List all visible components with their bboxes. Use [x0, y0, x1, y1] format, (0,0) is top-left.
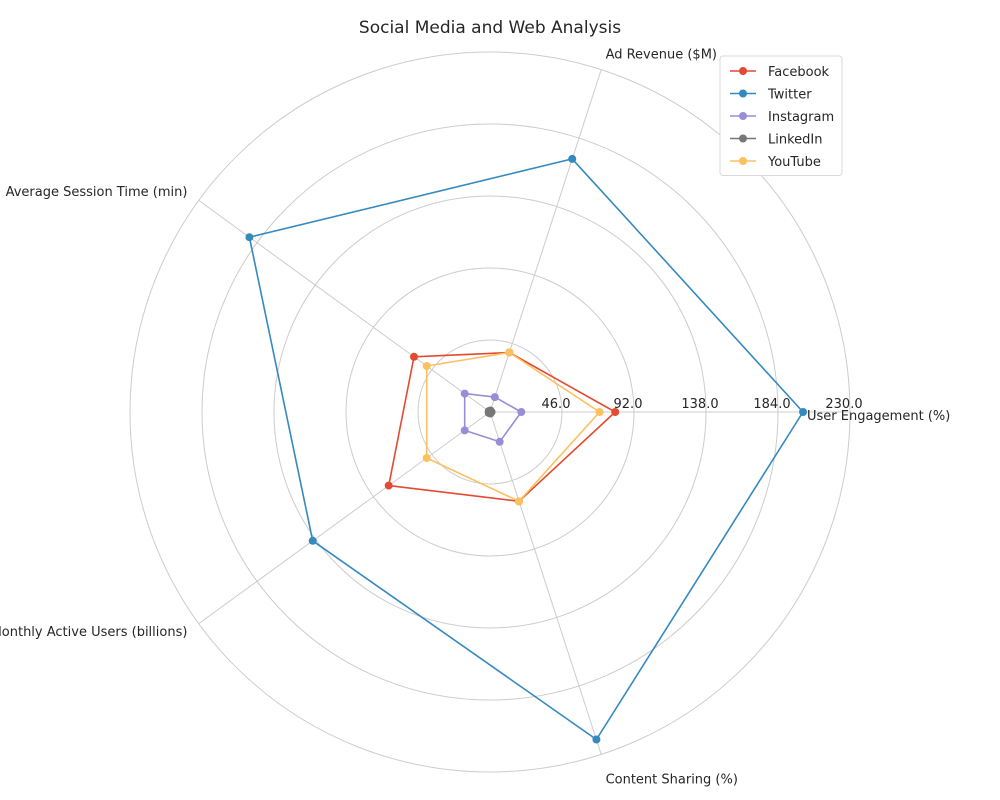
data-point	[422, 454, 431, 463]
data-point	[490, 393, 499, 402]
legend-marker	[739, 157, 747, 165]
data-point	[410, 352, 419, 361]
data-point	[495, 437, 504, 446]
r-tick-label: 46.0	[542, 397, 571, 412]
data-point	[517, 408, 526, 416]
data-point	[422, 361, 431, 370]
series-instagram	[460, 389, 526, 446]
category-label: User Engagement (%)	[807, 409, 950, 424]
data-point	[460, 389, 469, 398]
legend-entry: Facebook	[768, 65, 830, 80]
legend-marker	[739, 67, 747, 75]
data-point	[568, 154, 577, 163]
radar-series	[245, 154, 808, 744]
data-point	[486, 409, 495, 418]
data-point	[515, 497, 524, 506]
series-linkedin	[484, 406, 496, 418]
data-point	[595, 408, 604, 416]
legend-marker	[739, 134, 747, 143]
data-point	[505, 348, 514, 357]
series-youtube	[422, 348, 604, 506]
r-tick-label: 92.0	[614, 397, 643, 412]
series-twitter	[245, 154, 808, 744]
r-tick-label: 230.0	[825, 397, 862, 412]
category-label: Average Session Time (min)	[6, 185, 188, 200]
series-line	[425, 351, 601, 503]
legend-entry: LinkedIn	[768, 133, 822, 148]
series-line	[387, 351, 617, 503]
data-point	[592, 735, 601, 744]
data-point	[611, 408, 620, 416]
data-point	[799, 408, 808, 416]
r-tick-label: 184.0	[753, 397, 790, 412]
grid-spoke	[198, 411, 491, 625]
series-facebook	[384, 348, 620, 506]
grid-spoke	[489, 411, 602, 755]
data-point	[245, 233, 254, 242]
grid-spoke	[489, 69, 602, 413]
legend-entry: Instagram	[768, 110, 834, 125]
data-point	[308, 536, 317, 545]
data-point	[460, 426, 469, 435]
legend-marker	[739, 89, 747, 98]
category-label: Content Sharing (%)	[606, 773, 738, 788]
category-label: Monthly Active Users (billions)	[0, 625, 187, 640]
legend-entry: Twitter	[767, 88, 812, 103]
legend: Facebook Twitter Instagram LinkedIn YouTube	[719, 55, 843, 176]
series-line	[248, 158, 804, 741]
r-tick-label: 138.0	[681, 397, 718, 412]
legend-entry: YouTube	[767, 155, 821, 170]
category-label: Ad Revenue ($M)	[606, 47, 717, 62]
chart-title: Social Media and Web Analysis	[359, 18, 621, 38]
grid-spoke	[198, 199, 491, 413]
radar-grid	[129, 51, 851, 773]
data-point	[384, 481, 393, 490]
series-line	[463, 392, 523, 443]
legend-marker	[739, 112, 747, 120]
legend-box	[719, 55, 843, 176]
